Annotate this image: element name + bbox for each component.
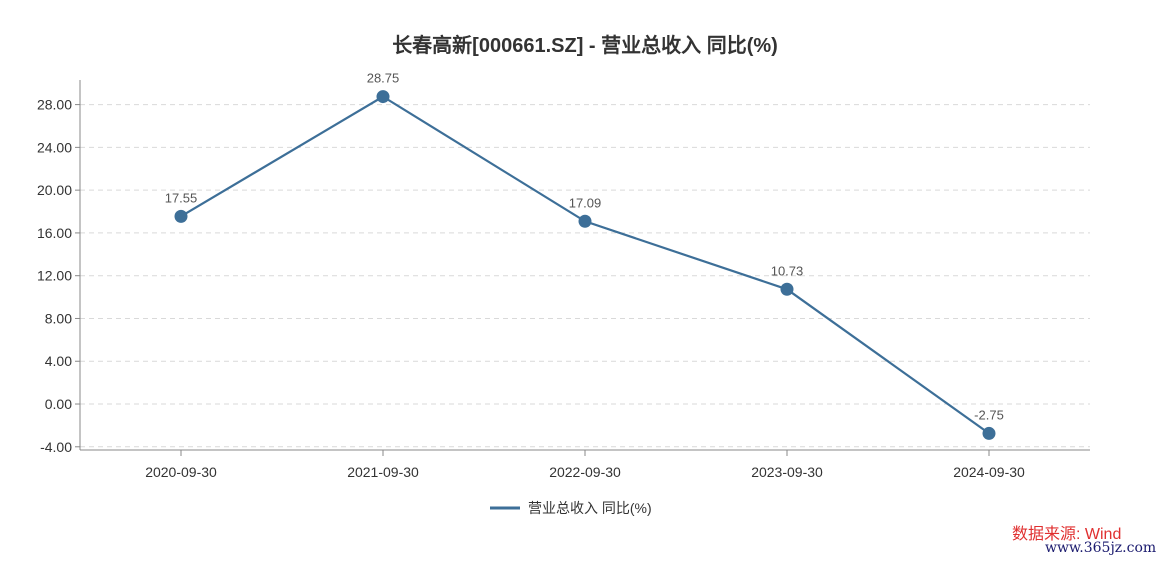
x-tick-label: 2023-09-30 bbox=[751, 464, 823, 480]
data-label: -2.75 bbox=[974, 407, 1004, 422]
y-tick-label: 0.00 bbox=[45, 396, 72, 412]
data-point[interactable] bbox=[376, 90, 390, 104]
chart-title: 长春高新[000661.SZ] - 营业总收入 同比(%) bbox=[392, 33, 778, 57]
watermark-text: www.365jz.com bbox=[1045, 540, 1157, 556]
y-tick-label: 4.00 bbox=[45, 353, 72, 369]
data-point[interactable] bbox=[982, 426, 996, 440]
x-tick-label: 2022-09-30 bbox=[549, 464, 621, 480]
legend[interactable]: 营业总收入 同比(%) bbox=[490, 500, 652, 516]
y-tick-label: 24.00 bbox=[37, 139, 72, 155]
gridlines bbox=[80, 104, 1090, 448]
data-source-label: 数据来源: Wind bbox=[1012, 526, 1122, 543]
data-point[interactable] bbox=[578, 214, 592, 228]
data-label: 28.75 bbox=[367, 71, 400, 86]
y-axis-ticks: -4.00 0.00 4.00 8.00 12.00 16.00 20.00 24.00 28.… bbox=[37, 97, 80, 455]
y-tick-label: 16.00 bbox=[37, 225, 72, 241]
y-tick-label: 8.00 bbox=[45, 310, 72, 326]
data-point[interactable] bbox=[174, 209, 188, 223]
x-tick-label: 2021-09-30 bbox=[347, 464, 419, 480]
x-tick-label: 2020-09-30 bbox=[145, 464, 217, 480]
x-tick-label: 2024-09-30 bbox=[953, 464, 1025, 480]
data-point[interactable] bbox=[780, 282, 794, 296]
data-label: 17.55 bbox=[165, 190, 198, 205]
axes bbox=[79, 80, 1090, 451]
x-axis-ticks: 2020-09-30 2021-09-30 2022-09-30 2023-09-30… bbox=[145, 450, 1025, 480]
legend-label: 营业总收入 同比(%) bbox=[528, 500, 652, 516]
data-label: 10.73 bbox=[771, 263, 804, 278]
y-tick-label: 28.00 bbox=[37, 97, 72, 113]
data-label: 17.09 bbox=[569, 195, 602, 210]
y-tick-label: 12.00 bbox=[37, 268, 72, 284]
y-tick-label: 20.00 bbox=[37, 182, 72, 198]
y-tick-label: -4.00 bbox=[40, 439, 72, 455]
series-revenue-yoy: 17.55 28.75 17.09 10.73 -2.75 bbox=[165, 71, 1004, 440]
